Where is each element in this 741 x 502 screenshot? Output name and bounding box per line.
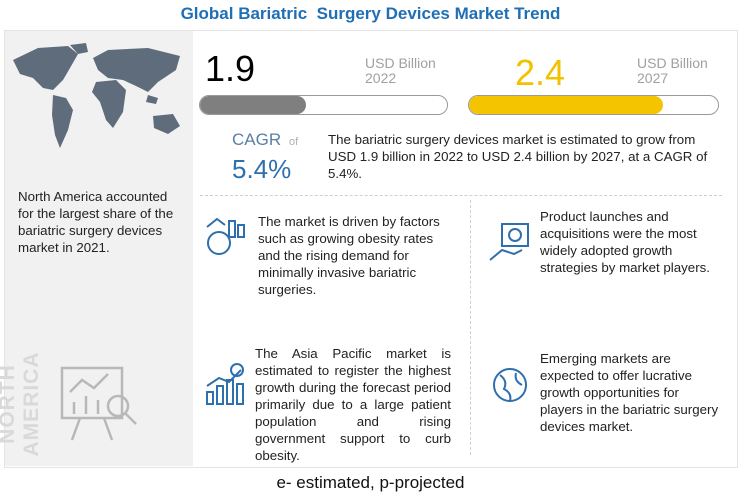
progress-2022 — [199, 95, 448, 115]
insight: Emerging markets are expected to offer l… — [540, 351, 719, 434]
footer-note: e- estimated, p-projected — [276, 473, 465, 492]
unit-2022: USD Billion 2022 — [365, 56, 436, 86]
cagr-label: CAGR — [232, 130, 282, 149]
insight: The market is driven by factors such as … — [258, 214, 440, 297]
cagr-value: 5.4% — [232, 154, 292, 184]
insight: Product launches and acquisitions were t… — [540, 209, 710, 275]
launch-icon — [489, 223, 529, 261]
title: Global Bariatric Surgery Devices Market … — [180, 4, 561, 23]
left-column — [5, 31, 193, 466]
year: 2027 — [637, 70, 669, 86]
globe-icon — [493, 368, 527, 402]
region-text: North America accounted for the largest … — [18, 189, 174, 255]
divider — [200, 195, 722, 196]
progress-fill — [469, 96, 664, 114]
unit: USD Billion — [365, 55, 436, 71]
panel — [4, 30, 738, 468]
value-2022: 1.9 — [205, 48, 256, 89]
progress-2027 — [468, 95, 719, 115]
unit-2027: USD Billion 2027 — [637, 56, 708, 86]
chart-icon — [206, 363, 244, 405]
cagr-text: The bariatric surgery devices market is … — [328, 132, 708, 181]
value-2027: 2.4 — [515, 52, 566, 93]
world-map — [13, 43, 180, 148]
region-label: NORTH AMERICA — [0, 351, 43, 457]
cagr-of: of — [289, 136, 299, 148]
unit: USD Billion — [637, 55, 708, 71]
insight: The Asia Pacific market is estimated to … — [255, 346, 451, 463]
analytics-icon — [60, 366, 137, 441]
divider — [470, 200, 471, 455]
progress-fill — [200, 96, 307, 114]
year: 2022 — [365, 70, 397, 86]
growth-icon — [206, 217, 245, 255]
